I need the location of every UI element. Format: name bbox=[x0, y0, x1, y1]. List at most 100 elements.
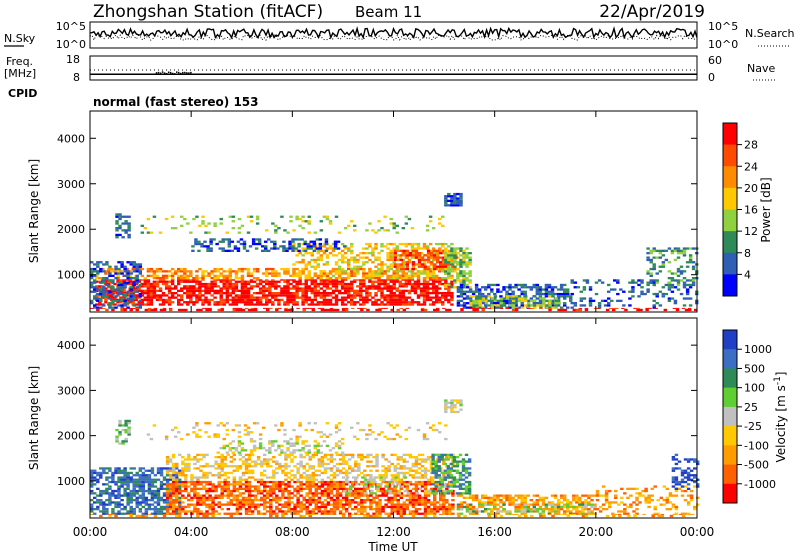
velocity-cell bbox=[335, 487, 340, 490]
velocity-cell bbox=[144, 499, 149, 502]
power-cell bbox=[116, 301, 120, 304]
velocity-cell bbox=[366, 485, 370, 488]
station-title: Zhongshan Station (fitACF) bbox=[93, 2, 323, 22]
power-cell bbox=[425, 280, 430, 283]
power-cell bbox=[444, 247, 448, 250]
velocity-cell bbox=[323, 469, 328, 472]
power-cell bbox=[301, 296, 305, 299]
velocity-cell bbox=[126, 496, 130, 499]
power-cell bbox=[204, 296, 208, 299]
velocity-cell bbox=[278, 496, 282, 499]
power-cell bbox=[539, 297, 543, 300]
velocity-cell bbox=[241, 471, 246, 475]
power-cell bbox=[149, 296, 154, 299]
power-cell bbox=[422, 247, 427, 250]
power-cell bbox=[255, 292, 260, 295]
power-cell bbox=[563, 302, 567, 305]
power-cell bbox=[368, 294, 372, 297]
power-cell bbox=[469, 302, 473, 305]
power-cell bbox=[277, 272, 281, 275]
power-cell bbox=[316, 303, 321, 306]
power-cell bbox=[186, 222, 190, 225]
power-cell bbox=[233, 245, 238, 248]
power-cell bbox=[331, 279, 336, 281]
power-cell bbox=[129, 288, 133, 291]
power-cell bbox=[490, 290, 494, 293]
velocity-cell bbox=[153, 480, 158, 484]
power-cell bbox=[408, 252, 413, 255]
velocity-cell bbox=[102, 512, 106, 515]
power-cell bbox=[468, 252, 472, 255]
velocity-cell bbox=[178, 496, 182, 499]
power-cell bbox=[292, 287, 296, 290]
power-cell bbox=[111, 299, 115, 302]
velocity-cell bbox=[141, 496, 146, 499]
power-cell bbox=[402, 308, 407, 312]
velocity-cell bbox=[293, 503, 297, 506]
power-cell bbox=[386, 287, 390, 290]
power-cell bbox=[374, 301, 378, 304]
velocity-cell bbox=[141, 505, 146, 509]
velocity-cell bbox=[223, 487, 227, 490]
power-cell bbox=[377, 279, 381, 281]
power-cell bbox=[270, 240, 274, 243]
velocity-cell bbox=[396, 510, 400, 513]
velocity-cell bbox=[156, 478, 161, 481]
power-cell bbox=[425, 272, 430, 275]
power-cell bbox=[243, 289, 248, 292]
power-cell bbox=[265, 280, 269, 283]
power-cell bbox=[411, 263, 416, 266]
power-cell bbox=[250, 308, 255, 312]
power-cell bbox=[216, 277, 220, 280]
power-cell bbox=[465, 277, 469, 280]
velocity-cell bbox=[436, 505, 440, 509]
power-cell bbox=[389, 303, 393, 306]
power-cell bbox=[280, 287, 284, 290]
power-cell bbox=[505, 307, 510, 309]
velocity-cell bbox=[344, 496, 349, 499]
velocity-cell bbox=[202, 480, 206, 484]
power-cell bbox=[557, 308, 561, 312]
velocity-cell bbox=[159, 483, 164, 486]
power-cell bbox=[231, 220, 236, 223]
velocity-cell bbox=[439, 494, 443, 497]
power-cell bbox=[334, 287, 339, 290]
power-cell bbox=[484, 288, 488, 291]
power-cell bbox=[428, 282, 433, 286]
power-cell bbox=[246, 301, 251, 304]
power-cell bbox=[301, 292, 305, 295]
power-cell bbox=[294, 238, 298, 241]
velocity-cell bbox=[326, 476, 331, 479]
power-cell bbox=[340, 249, 345, 252]
velocity-cell bbox=[196, 494, 200, 497]
velocity-cell bbox=[323, 453, 328, 456]
power-cell bbox=[298, 224, 302, 227]
power-cell bbox=[292, 301, 296, 304]
velocity-cell bbox=[232, 458, 237, 461]
power-cell bbox=[591, 299, 596, 302]
power-cell bbox=[269, 307, 273, 309]
power-cell bbox=[673, 299, 678, 302]
power-cell bbox=[350, 272, 354, 275]
power-cell bbox=[404, 296, 409, 299]
power-cell bbox=[682, 304, 687, 307]
power-cell bbox=[340, 258, 345, 262]
power-cell bbox=[264, 247, 268, 250]
velocity-cell bbox=[96, 474, 100, 477]
power-cell bbox=[675, 307, 680, 309]
power-cell bbox=[319, 272, 324, 275]
power-cell bbox=[149, 301, 154, 304]
power-cell bbox=[343, 287, 348, 290]
power-cell bbox=[170, 272, 175, 275]
power-cell bbox=[164, 298, 169, 302]
power-cell bbox=[550, 286, 555, 289]
power-cell bbox=[240, 282, 245, 286]
velocity-cell bbox=[317, 460, 322, 463]
power-cell bbox=[353, 261, 357, 264]
power-cell bbox=[110, 267, 114, 271]
power-cell bbox=[309, 240, 313, 243]
power-cell bbox=[499, 307, 504, 309]
velocity-cell bbox=[102, 501, 106, 504]
velocity-cell bbox=[138, 510, 143, 513]
